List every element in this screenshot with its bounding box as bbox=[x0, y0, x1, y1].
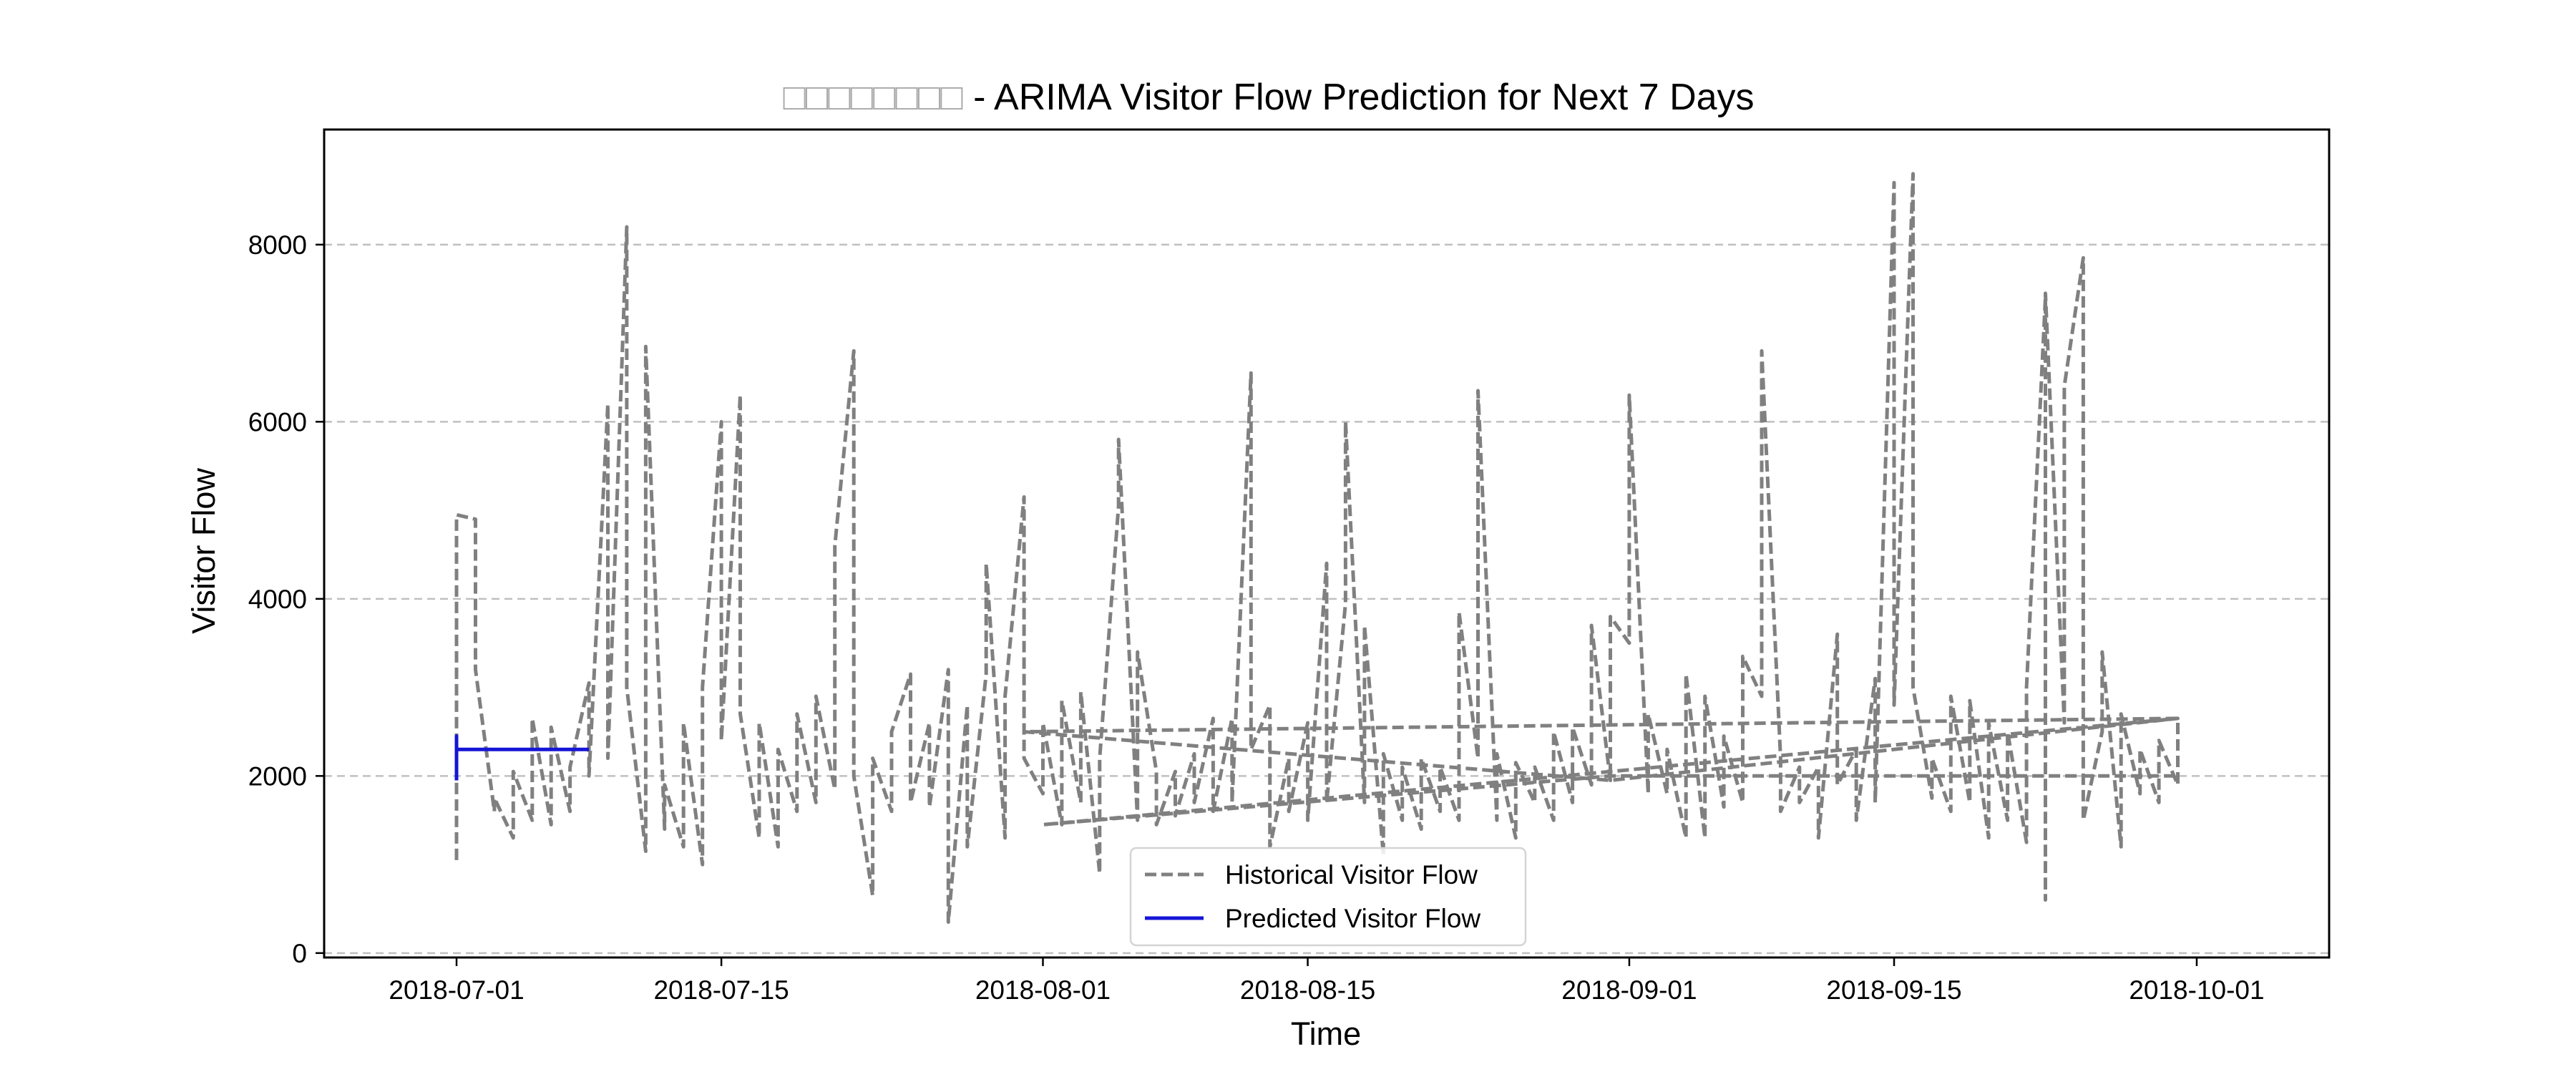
plot-frame bbox=[323, 128, 2331, 959]
x-axis-label: Time bbox=[1291, 1015, 1361, 1052]
predicted-series-line bbox=[454, 734, 590, 781]
chart-title: □□□□□□□□ - ARIMA Visitor Flow Prediction… bbox=[783, 77, 1754, 118]
x-tick-label: 2018-09-01 bbox=[1561, 975, 1697, 1005]
y-tick-label: 4000 bbox=[248, 585, 307, 614]
x-tick-label: 2018-08-01 bbox=[975, 975, 1111, 1005]
y-axis-label: Visitor Flow bbox=[185, 468, 222, 634]
historical-series-line bbox=[454, 172, 2180, 924]
x-tick-label: 2018-09-15 bbox=[1826, 975, 1961, 1005]
x-tick-label: 2018-07-01 bbox=[389, 975, 524, 1005]
x-axis-ticks: 2018-07-01 2018-07-15 2018-08-01 2018-08-15… bbox=[389, 957, 2265, 1005]
y-axis-ticks: 0 2000 4000 6000 8000 bbox=[248, 230, 324, 968]
legend: Historical Visitor Flow Predicted Visito… bbox=[1129, 847, 1527, 947]
y-tick-label: 0 bbox=[292, 939, 307, 968]
chart-title-prefix: □□□□□□□□ bbox=[783, 77, 963, 118]
x-tick-label: 2018-10-01 bbox=[2129, 975, 2264, 1005]
y-tick-label: 2000 bbox=[248, 761, 307, 791]
y-tick-label: 8000 bbox=[248, 230, 307, 260]
plot-series bbox=[454, 172, 2180, 924]
x-tick-label: 2018-07-15 bbox=[653, 975, 789, 1005]
y-tick-label: 6000 bbox=[248, 407, 307, 437]
x-tick-label: 2018-08-15 bbox=[1240, 975, 1375, 1005]
chart-title-main: - ARIMA Visitor Flow Prediction for Next… bbox=[963, 77, 1755, 118]
legend-box bbox=[1129, 847, 1527, 947]
legend-historical-label: Historical Visitor Flow bbox=[1225, 860, 1478, 890]
legend-predicted-label: Predicted Visitor Flow bbox=[1225, 904, 1480, 933]
